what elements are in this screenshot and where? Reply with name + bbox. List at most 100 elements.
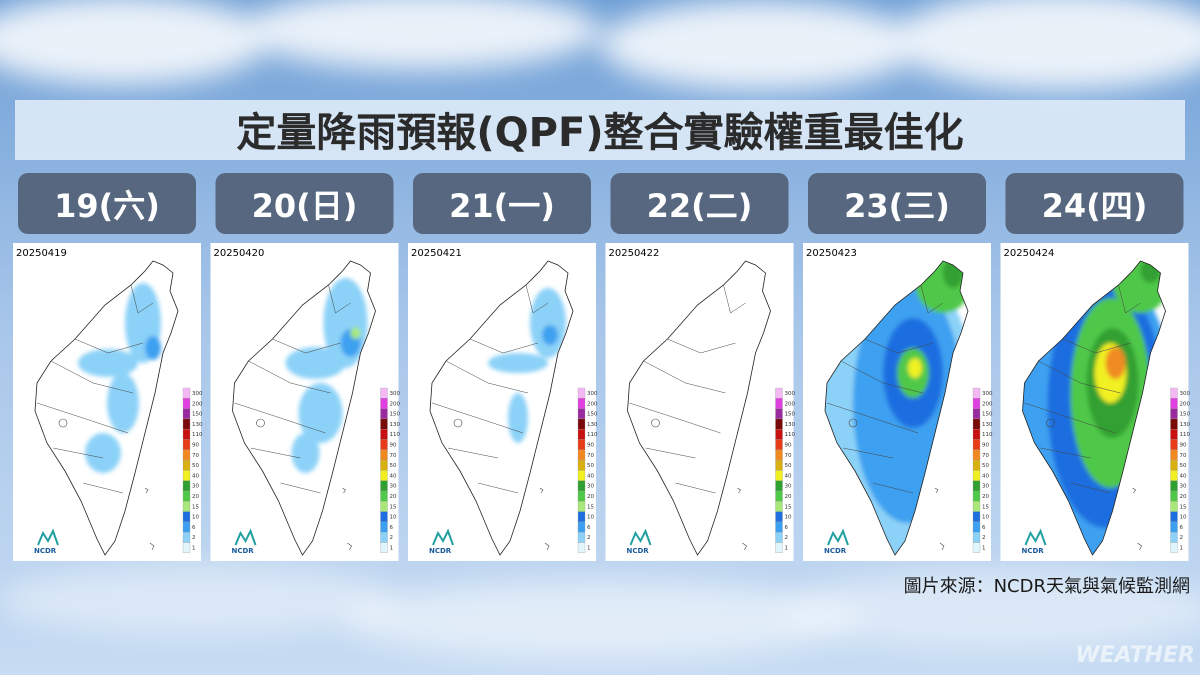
map-date: 20250422 — [609, 248, 660, 259]
logo-text: NCDR — [232, 547, 255, 555]
legend-label: 20 — [192, 494, 199, 500]
legend-swatch — [775, 429, 783, 440]
rain-area — [78, 283, 161, 473]
legend-label: 200 — [785, 401, 796, 407]
legend-swatch — [972, 470, 981, 481]
legend-swatch — [1170, 511, 1178, 523]
logo-text: NCDR — [34, 547, 57, 555]
legend-label: 150 — [587, 412, 598, 418]
legend-swatch — [972, 449, 981, 461]
logo-mark — [234, 528, 257, 546]
legend-label: 300 — [390, 391, 401, 397]
legend-swatch — [1170, 542, 1178, 553]
logo-mark — [1024, 528, 1047, 546]
county-borders — [431, 284, 549, 494]
legend-swatch — [380, 532, 388, 543]
legend-label: 200 — [390, 401, 401, 407]
legend-label: 50 — [587, 463, 594, 469]
rain-blob — [908, 358, 922, 378]
legend-label: 30 — [785, 484, 792, 490]
day-label: 19(六) — [54, 187, 160, 225]
legend-swatch — [182, 480, 191, 492]
legend-swatch — [182, 418, 191, 430]
legend-swatch — [577, 449, 586, 461]
legend-label: 1 — [587, 546, 591, 552]
day-pill — [413, 173, 591, 234]
logo-mark — [629, 528, 652, 546]
legend-swatch — [775, 501, 783, 512]
legend-swatch — [577, 490, 586, 502]
legend-swatch — [577, 480, 586, 492]
rain-blob — [78, 349, 138, 377]
legend-label: 30 — [1180, 484, 1187, 490]
legend-swatch — [1170, 470, 1178, 481]
legend-label: 300 — [192, 391, 203, 397]
day-pill — [610, 173, 789, 234]
legend-label: 50 — [390, 463, 397, 469]
legend-swatch — [182, 429, 191, 440]
legend-swatch — [380, 501, 388, 512]
rain-blob — [488, 353, 548, 373]
legend-label: 1 — [192, 546, 196, 552]
islet — [848, 418, 858, 428]
day-pill — [1005, 173, 1184, 234]
legend-label: 30 — [587, 484, 594, 490]
map-date: 20250420 — [214, 248, 265, 259]
rain-blob — [530, 288, 566, 358]
legend-label: 150 — [1180, 412, 1191, 418]
legend-swatch — [1170, 449, 1178, 461]
islet — [453, 418, 463, 428]
day-pill — [808, 173, 986, 234]
legend-label: 130 — [390, 422, 401, 428]
legend-swatch — [1170, 521, 1178, 533]
legend-swatch — [182, 470, 191, 481]
legend-label: 20 — [390, 494, 397, 500]
legend-swatch — [182, 521, 191, 533]
legend-label: 20 — [587, 494, 594, 500]
legend-label: 300 — [587, 391, 598, 397]
legend-label: 30 — [192, 484, 199, 490]
legend-label: 15 — [192, 504, 199, 510]
legend-swatch — [577, 501, 586, 512]
legend-swatch — [182, 449, 191, 461]
legend-swatch — [380, 429, 388, 440]
legend-swatch — [577, 459, 586, 471]
legend-swatch — [972, 418, 981, 430]
legend: 300 200 150 130 110 90 70 50 40 30 20 15 10 6 2 1 — [1170, 387, 1191, 553]
legend-swatch — [972, 490, 981, 502]
legend-label: 70 — [192, 453, 199, 459]
legend-label: 40 — [390, 473, 397, 479]
legend-label: 2 — [192, 535, 196, 541]
legend-swatch — [972, 480, 981, 492]
legend-swatch — [972, 398, 981, 409]
day-label: 24(四) — [1042, 187, 1148, 225]
legend-swatch — [380, 470, 388, 481]
legend-label: 50 — [982, 463, 989, 469]
legend-swatch — [972, 532, 981, 543]
legend-label: 1 — [785, 546, 789, 552]
clouds — [0, 0, 1200, 660]
day-label: 20(日) — [252, 187, 358, 225]
map-panel: 20250423 300 200 150 130 110 90 70 50 40 30 20 15 10 6… — [803, 243, 993, 561]
legend-swatch — [775, 521, 783, 533]
legend-swatch — [380, 398, 388, 409]
legend-label: 20 — [982, 494, 989, 500]
day-pill — [215, 173, 394, 234]
legend-swatch — [380, 459, 388, 471]
legend-swatch — [775, 470, 783, 481]
logo-mark — [432, 528, 454, 546]
legend-swatch — [775, 532, 783, 543]
map-background — [408, 243, 596, 561]
title-bar — [15, 100, 1185, 160]
day-pill — [18, 173, 196, 234]
day-label: 21(一) — [449, 187, 555, 225]
islet — [58, 418, 68, 428]
legend-swatch — [380, 542, 388, 553]
title: 定量降雨預報(QPF)整合實驗權重最佳化 — [236, 110, 963, 156]
islet — [737, 487, 747, 551]
map-date: 20250424 — [1004, 248, 1055, 259]
county-borders — [1024, 284, 1141, 494]
legend-swatch — [577, 408, 586, 420]
legend-swatch — [577, 387, 586, 399]
